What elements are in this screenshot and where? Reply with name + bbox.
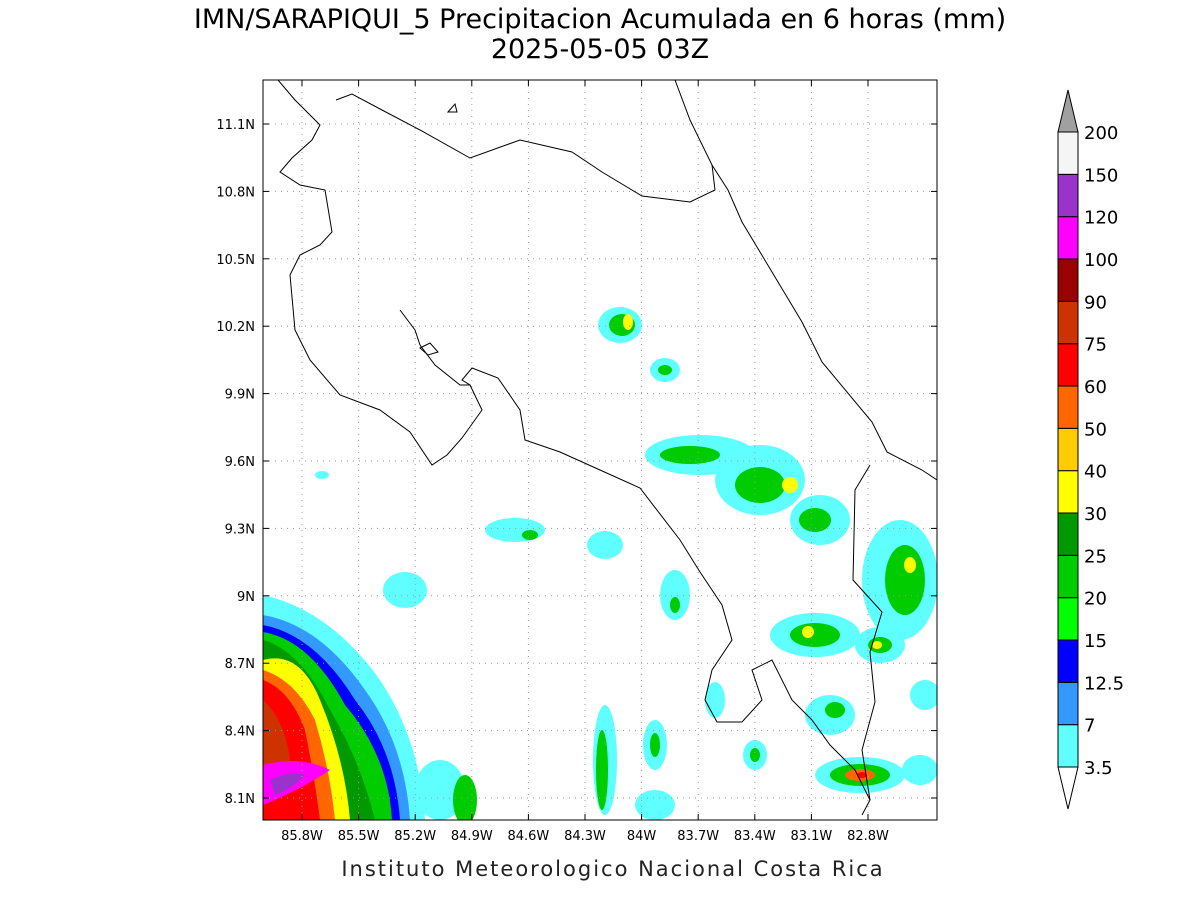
- colorbar-band: [1057, 724, 1079, 768]
- colorbar-band: [1057, 554, 1079, 599]
- lon-label: 82.8W: [847, 829, 889, 844]
- colorbar-under: [1057, 766, 1079, 810]
- colorbar-label: 3.5: [1084, 758, 1113, 779]
- map-frame: [262, 79, 938, 821]
- footer: Instituto Meteorologico Nacional Costa R…: [341, 857, 884, 881]
- colorbar: 3.5 7 12.5 15 20 25 30 40 50 60 75 90 100 120 150 200: [1057, 89, 1124, 810]
- lat-label: 9.6N: [225, 455, 255, 470]
- colorbar-label: 20: [1084, 589, 1107, 610]
- subtitle: 2025-05-05 03Z: [491, 34, 709, 65]
- colorbar-band: [1057, 639, 1079, 683]
- colorbar-label: 30: [1084, 504, 1107, 525]
- colorbar-label: 90: [1084, 292, 1107, 313]
- lat-label: 10.2N: [216, 320, 255, 335]
- title: IMN/SARAPIQUI_5 Precipitacion Acumulada …: [194, 4, 1006, 35]
- colorbar-label: 40: [1084, 462, 1107, 483]
- lon-label: 83.4W: [734, 829, 776, 844]
- colorbar-label: 75: [1084, 335, 1107, 356]
- colorbar-label: 15: [1084, 631, 1107, 652]
- lon-label: 85.8W: [281, 829, 323, 844]
- lat-label: 8.7N: [225, 657, 255, 672]
- lon-label: 84.9W: [451, 829, 493, 844]
- colorbar-over: [1057, 89, 1079, 133]
- colorbar-band: [1057, 300, 1079, 345]
- lat-label: 10.8N: [216, 185, 255, 200]
- colorbar-label: 7: [1084, 716, 1095, 737]
- coastlines: [277, 80, 937, 816]
- lat-label: 8.4N: [225, 725, 255, 740]
- lon-label: 85.5W: [338, 829, 380, 844]
- colorbar-band: [1057, 597, 1079, 641]
- colorbar-label: 60: [1084, 377, 1107, 398]
- lon-label: 84W: [627, 829, 657, 844]
- colorbar-label: 150: [1084, 165, 1118, 186]
- lat-label: 8.1N: [225, 792, 255, 807]
- lon-label: 84.3W: [564, 829, 606, 844]
- precip-field: [263, 307, 937, 820]
- lat-label: 11.1N: [216, 118, 255, 133]
- lon-label: 85.2W: [394, 829, 436, 844]
- colorbar-band: [1057, 512, 1079, 556]
- colorbar-label: 200: [1084, 123, 1118, 144]
- lat-label: 10.5N: [216, 253, 255, 268]
- colorbar-band: [1057, 343, 1079, 387]
- colorbar-band: [1057, 131, 1079, 175]
- colorbar-band: [1057, 385, 1079, 429]
- colorbar-label: 50: [1084, 419, 1107, 440]
- colorbar-label: 12.5: [1084, 673, 1124, 694]
- colorbar-band: [1057, 173, 1079, 218]
- lon-label: 83.1W: [790, 829, 832, 844]
- colorbar-band: [1057, 258, 1079, 302]
- lat-label: 9.9N: [225, 388, 255, 403]
- colorbar-label: 100: [1084, 250, 1118, 271]
- lat-label: 9N: [237, 590, 255, 605]
- lon-label: 83.7W: [677, 829, 719, 844]
- colorbar-band: [1057, 470, 1079, 514]
- graticule: 11.1N 10.8N 10.5N 10.2N 9.9N 9.6N 9.3N 9N 8.7N 8.…: [216, 80, 937, 844]
- colorbar-band: [1057, 681, 1079, 726]
- colorbar-label: 25: [1084, 546, 1107, 567]
- colorbar-band: [1057, 216, 1079, 260]
- lat-label: 9.3N: [225, 522, 255, 537]
- colorbar-band: [1057, 427, 1079, 472]
- colorbar-label: 120: [1084, 208, 1118, 229]
- lon-label: 84.6W: [507, 829, 549, 844]
